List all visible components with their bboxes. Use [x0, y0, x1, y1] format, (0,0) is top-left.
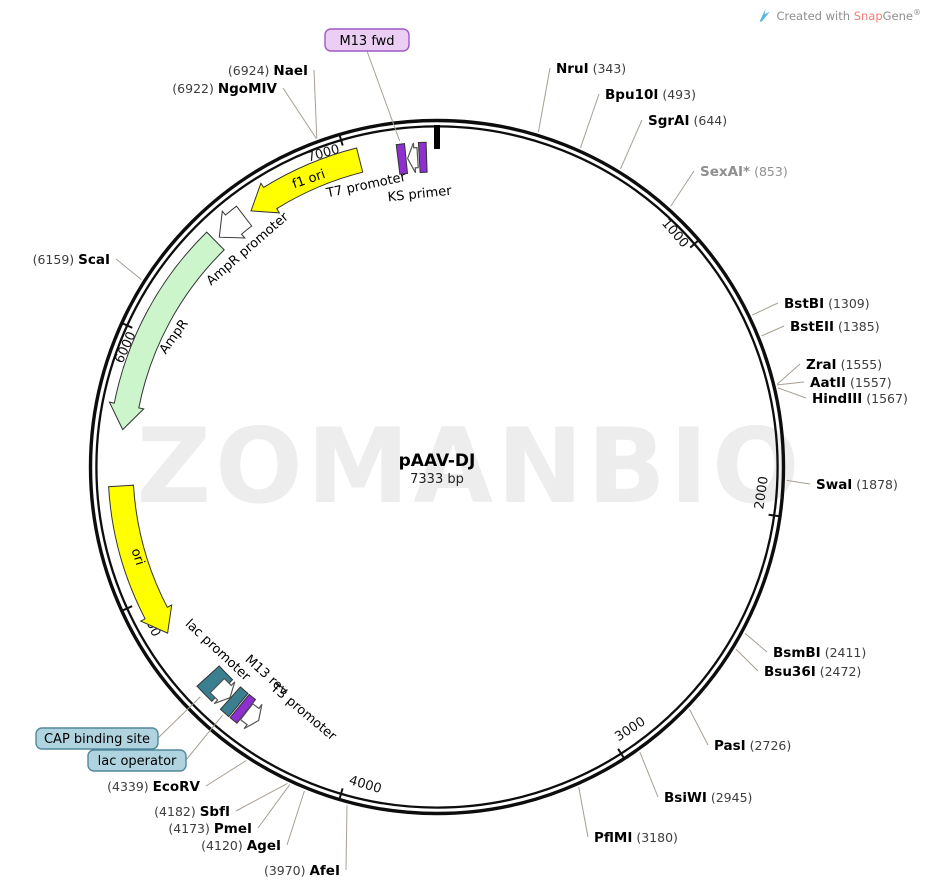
leader-line [537, 67, 551, 133]
watermark: ZOMANBIO [136, 407, 803, 527]
leader-line [185, 714, 223, 761]
feature-t7-promoter [406, 142, 419, 174]
leader-line [157, 696, 201, 739]
feature-lac-operator [219, 686, 249, 718]
leader-line [744, 632, 768, 653]
scale-tick-label: 2000 [752, 475, 772, 510]
site-label-bpu10i: Bpu10I (493) [605, 87, 696, 103]
credit-brand-snap: Snap [853, 8, 883, 23]
feature-m13-rev [229, 693, 257, 724]
leader-line [286, 790, 305, 846]
scale-tick [617, 748, 625, 759]
leader-line [578, 786, 589, 838]
site-label-bsteii: BstEII (1385) [790, 319, 880, 335]
site-label-ecorv: (4339) EcoRV [107, 779, 200, 795]
leader-line [366, 50, 401, 142]
leader-line [735, 648, 759, 672]
site-label-pflmi: PflMI (3180) [594, 830, 678, 846]
site-label-scai: (6159) ScaI [33, 252, 110, 268]
leader-line [689, 709, 709, 746]
plasmid-backbone-outer [88, 118, 786, 816]
site-label-ngomiv: (6922) NgoMIV [172, 81, 277, 97]
credit-brand-gene: Gene [882, 8, 913, 23]
feature-cap-binding-site [196, 665, 234, 703]
feature-label-box-lac-operator [87, 749, 187, 772]
credit-registered-mark: ® [913, 8, 921, 18]
scale-tick [768, 513, 780, 518]
site-label-sgrai: SgrAI (644) [648, 113, 727, 129]
plasmid-name: pAAV-DJ [399, 451, 476, 471]
feature-label-lac-operator: lac operator [98, 754, 177, 769]
site-label-pmei: (4173) PmeI [168, 821, 252, 837]
feature-label-ori: ori [128, 547, 147, 568]
leader-line [205, 760, 247, 787]
feature-label-box-cap-binding-site [35, 727, 159, 750]
leader-line [639, 752, 659, 798]
leader-line [282, 87, 317, 139]
leader-line [620, 119, 643, 170]
feature-lac-promoter [209, 677, 236, 705]
site-label-zrai: ZraI (1555) [806, 357, 882, 373]
leader-line [761, 325, 785, 337]
site-label-sbfi: (4182) SbfI [154, 804, 230, 820]
leader-line [786, 479, 811, 485]
feature-ampr [108, 231, 225, 431]
site-label-bsu36i: Bsu36I (2472) [764, 664, 861, 680]
site-label-agei: (4120) AgeI [201, 838, 281, 854]
feature-m13-fwd [395, 143, 409, 175]
scale-tick-label: 4000 [347, 773, 383, 797]
feature-ori [108, 484, 173, 634]
leader-line [235, 782, 288, 812]
feature-ampr-promoter [218, 205, 253, 239]
snapgene-credit: Created with SnapGene® [757, 8, 921, 23]
leader-line [670, 170, 695, 207]
scale-tick-label: 3000 [612, 714, 648, 745]
leader-line [776, 363, 801, 385]
leader-line [777, 381, 805, 386]
site-label-sexai: SexAI* (853) [700, 164, 788, 180]
scale-tick [121, 322, 133, 329]
site-label-pasi: PasI (2726) [714, 738, 791, 754]
plasmid-size: 7333 bp [410, 472, 464, 487]
feature-label-ks-primer: KS primer [387, 184, 453, 206]
site-label-nrui: NruI (343) [556, 61, 626, 77]
feature-f1-ori [250, 147, 364, 214]
feature-ks-primer [417, 141, 428, 174]
feature-label-t3-promoter: T3 promoter [267, 680, 340, 744]
site-label-hindiii: HindIII (1567) [812, 391, 908, 407]
leader-line [345, 805, 348, 871]
scale-tick [689, 239, 700, 249]
leader-line [580, 93, 600, 148]
feature-label-box-m13-fwd [324, 28, 410, 52]
feature-label-cap-binding-site: CAP binding site [44, 732, 150, 747]
leader-line [257, 784, 291, 829]
site-label-afei: (3970) AfeI [264, 863, 340, 879]
feature-t3-promoter [239, 702, 263, 730]
leader-line [777, 387, 807, 399]
leader-line [752, 302, 779, 316]
site-label-bsmbi: BsmBI (2411) [773, 645, 866, 661]
leader-line [115, 258, 142, 280]
scale-tick [338, 788, 344, 800]
leader-line [313, 69, 318, 139]
scale-tick [121, 605, 133, 612]
feature-label-m13-fwd: M13 fwd [339, 34, 394, 49]
scale-tick [338, 134, 344, 146]
site-label-aatii: AatII (1557) [810, 375, 892, 391]
site-label-naei: (6924) NaeI [228, 63, 308, 79]
snapgene-icon [759, 8, 771, 22]
credit-text: Created with SnapGene® [776, 8, 921, 23]
site-label-bstbi: BstBI (1309) [784, 296, 870, 312]
site-label-bsiwi: BsiWI (2945) [664, 790, 752, 806]
site-label-swai: SwaI (1878) [816, 477, 898, 493]
